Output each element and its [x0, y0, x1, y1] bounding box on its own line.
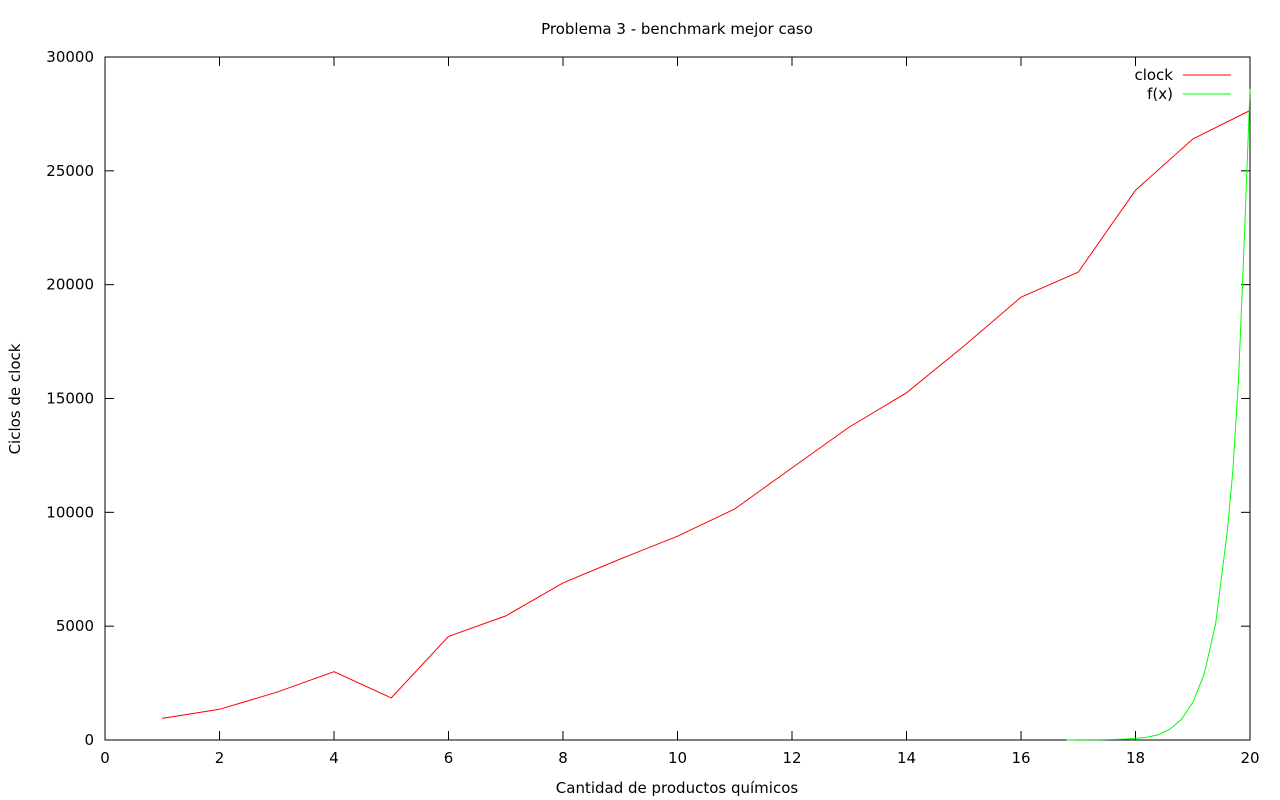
x-tick-label: 14: [897, 749, 916, 767]
y-tick-label: 15000: [46, 390, 94, 408]
y-tick-label: 25000: [46, 162, 94, 180]
y-tick-label: 30000: [46, 48, 94, 66]
x-tick-label: 0: [100, 749, 110, 767]
y-tick-label: 5000: [56, 617, 94, 635]
x-tick-label: 18: [1126, 749, 1145, 767]
x-axis-title: Cantidad de productos químicos: [556, 779, 799, 797]
y-tick-label: 0: [84, 731, 94, 749]
x-tick-label: 4: [329, 749, 339, 767]
legend-label-0: clock: [1134, 66, 1173, 84]
x-tick-label: 20: [1240, 749, 1259, 767]
x-tick-label: 8: [558, 749, 568, 767]
x-tick-label: 12: [782, 749, 801, 767]
series-line-0: [162, 110, 1251, 719]
plot-frame: [104, 56, 1251, 741]
y-axis-title: Ciclos de clock: [6, 343, 24, 454]
chart-title: Problema 3 - benchmark mejor caso: [541, 20, 813, 38]
series-line-1: [1066, 88, 1251, 741]
series-layer: [162, 88, 1251, 741]
x-tick-label: 10: [668, 749, 687, 767]
y-tick-label: 10000: [46, 503, 94, 521]
x-tick-label: 16: [1011, 749, 1030, 767]
axis-ticks: 0 2 4 6 8 10 12 14 16 18 20 0 5000 10000 15000 20000 250…: [46, 48, 1259, 767]
legend-label-1: f(x): [1147, 85, 1173, 103]
y-tick-label: 20000: [46, 276, 94, 294]
x-tick-label: 2: [215, 749, 225, 767]
x-tick-label: 6: [444, 749, 454, 767]
